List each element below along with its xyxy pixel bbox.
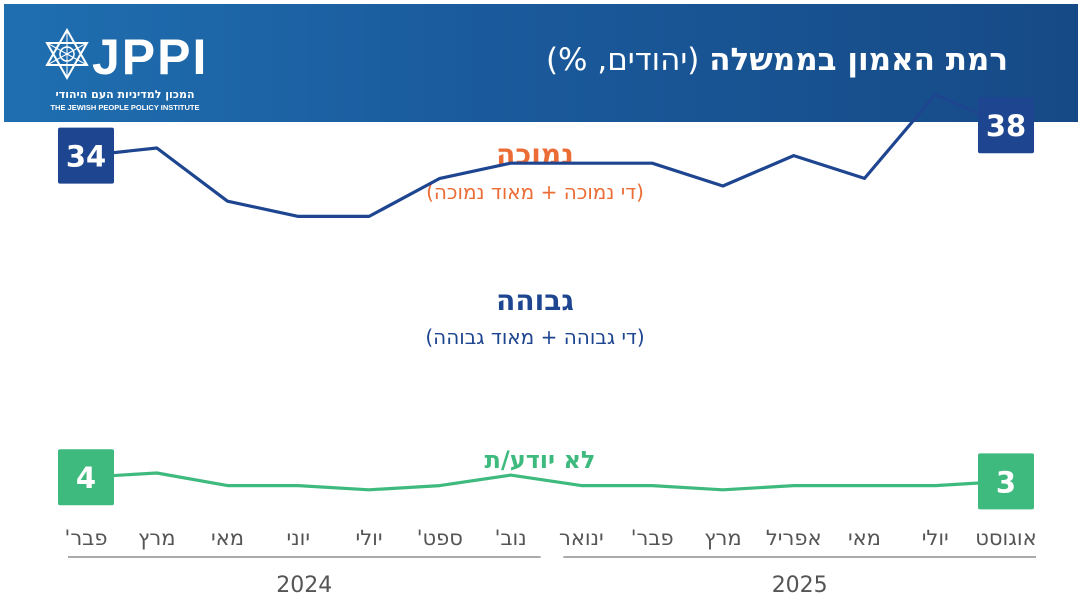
x-tick-label: יולי bbox=[922, 526, 949, 550]
header-banner: JPPI המכון למדיניות העם היהודי THE JEWIS… bbox=[4, 4, 1078, 122]
page-title-units: (יהודים, %) bbox=[545, 42, 700, 78]
series-unknown-start-label: 4 bbox=[76, 461, 96, 495]
series-unknown-end-label-box bbox=[978, 453, 1034, 510]
x-tick-label: מרץ bbox=[138, 526, 175, 550]
series-high-start-label-box bbox=[58, 127, 114, 184]
series-high-end-label-box bbox=[978, 97, 1034, 154]
x-tick-label: מאי bbox=[848, 526, 881, 550]
series-low-subtitle: (די נמוכה + מאוד נמוכה) bbox=[426, 180, 644, 204]
series-unknown-line bbox=[84, 471, 1008, 492]
x-tick-label: פבר' bbox=[65, 526, 108, 550]
page-title: רמת האמון בממשלה (יהודים, %) bbox=[546, 42, 1008, 78]
star-of-david-icon bbox=[45, 28, 89, 80]
logo-wordmark: JPPI bbox=[92, 29, 209, 85]
x-tick-label: פבר' bbox=[631, 526, 674, 550]
logo-english-name: THE JEWISH PEOPLE POLICY INSTITUTE bbox=[50, 103, 200, 112]
series-unknown-end-label: 3 bbox=[996, 465, 1016, 499]
x-tick-label: אוגוסט bbox=[975, 526, 1036, 550]
series-high-start-label: 34 bbox=[66, 140, 106, 174]
year-label: 2024 bbox=[276, 573, 332, 598]
logo-hebrew-name: המכון למדיניות העם היהודי bbox=[55, 88, 195, 101]
year-label: 2025 bbox=[772, 573, 828, 598]
series-unknown-title: לא יודע/ת bbox=[485, 446, 596, 474]
series-high-subtitle: (די גבוהה + מאוד גבוהה) bbox=[425, 325, 644, 349]
x-tick-label: יוני bbox=[287, 526, 311, 550]
series-unknown-start-label-box bbox=[58, 449, 114, 506]
x-tick-label: מאי bbox=[211, 526, 244, 550]
page-title-main: רמת האמון בממשלה bbox=[709, 42, 1008, 78]
x-tick-label: אפריל bbox=[766, 526, 822, 550]
series-high-title: גבוהה bbox=[496, 284, 574, 317]
series-high-end-label: 38 bbox=[986, 109, 1026, 143]
x-tick-label: יולי bbox=[356, 526, 383, 550]
series-low-title: נמוכה bbox=[496, 138, 574, 171]
x-tick-label: נוב' bbox=[495, 526, 527, 550]
x-tick-label: מרץ bbox=[704, 526, 741, 550]
x-tick-label: ספט' bbox=[417, 526, 463, 550]
series-high-line bbox=[84, 93, 1008, 218]
plot-area: 6260343843פבר'מרץמאייונייוליספט'נוב'ינוא… bbox=[58, 93, 1037, 598]
x-tick-label: ינואר bbox=[559, 526, 604, 550]
